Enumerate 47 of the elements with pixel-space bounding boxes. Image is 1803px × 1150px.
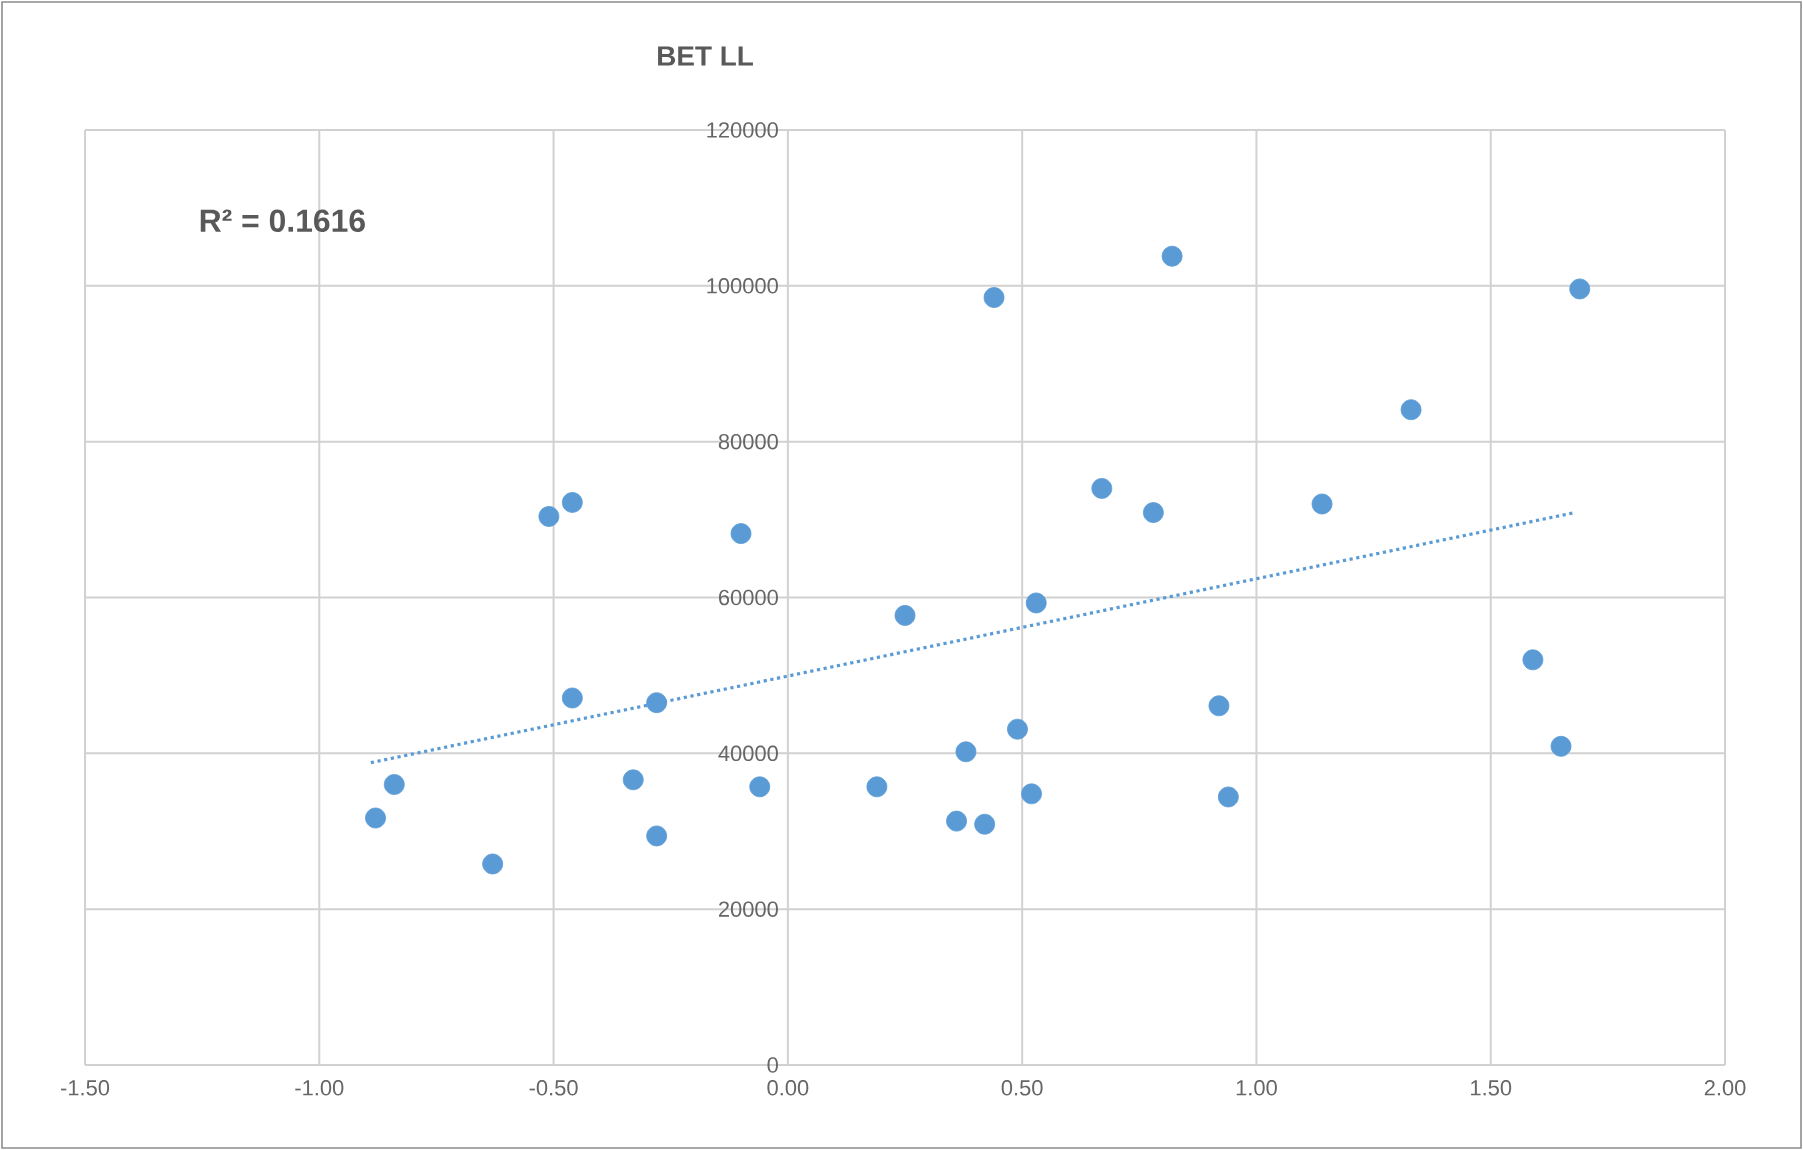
annotation: R² = 0.1616: [200, 209, 365, 232]
point: [622, 769, 644, 791]
point: [955, 741, 977, 763]
x-tick-label: -0.50: [529, 1080, 578, 1096]
x-tick-label: -1.50: [60, 1080, 110, 1096]
y-tick-label: 80000: [718, 433, 778, 450]
point: [1025, 592, 1047, 614]
y-tick-label: 60000: [719, 589, 778, 606]
point: [482, 853, 504, 875]
x-tick-label: 1.00: [1236, 1080, 1277, 1096]
point: [946, 810, 967, 832]
point: [1311, 493, 1333, 515]
point: [894, 605, 916, 626]
y-tick-label: 100000: [707, 278, 778, 294]
point: [730, 523, 752, 544]
point: [1208, 695, 1230, 717]
x-tick-label: 1.50: [1471, 1080, 1512, 1096]
y-tick-label: 40000: [718, 745, 778, 762]
x-tick-label: 0.00: [767, 1080, 809, 1096]
point: [1142, 502, 1164, 523]
point: [383, 774, 405, 795]
point: [1569, 278, 1591, 300]
point: [561, 687, 583, 709]
x-tick-label: 2.00: [1704, 1080, 1746, 1096]
point: [365, 807, 386, 829]
point: [1522, 649, 1544, 671]
chart-title: BET LL: [658, 46, 753, 66]
point: [974, 813, 996, 835]
y-tick-label: 0: [767, 1057, 778, 1073]
point: [749, 776, 771, 798]
point: [1217, 786, 1239, 808]
point: [646, 692, 668, 714]
point: [1091, 478, 1113, 499]
point: [538, 506, 560, 527]
point: [866, 776, 888, 798]
point: [983, 287, 1005, 308]
point: [646, 825, 668, 847]
point: [1007, 718, 1028, 740]
y-tick-label: 120000: [707, 122, 778, 138]
point: [1161, 245, 1183, 267]
point: [1400, 399, 1422, 421]
point: [1550, 735, 1572, 757]
point: [1021, 783, 1042, 805]
x-tick-label: 0.50: [1001, 1080, 1043, 1096]
y-tick-label: 20000: [718, 901, 778, 917]
point: [561, 492, 583, 513]
x-tick-label: -1.00: [295, 1080, 344, 1096]
